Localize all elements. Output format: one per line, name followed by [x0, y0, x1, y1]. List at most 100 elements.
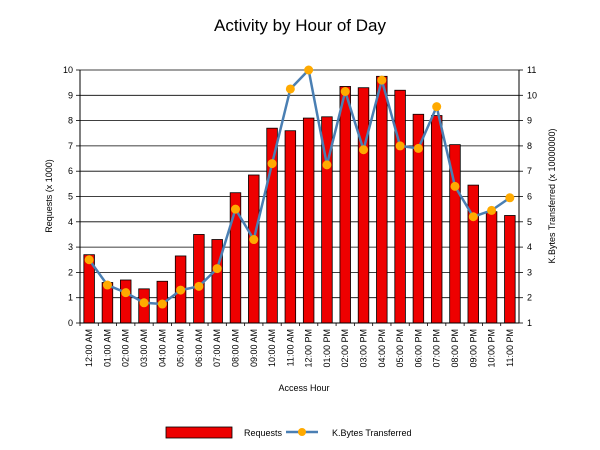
x-tick-label: 10:00 PM [487, 329, 497, 368]
x-tick-label: 07:00 AM [212, 329, 222, 367]
line-kbytes [88, 67, 511, 306]
y-axis-label-right: K.Bytes Transferred (x 10000000) [547, 128, 557, 263]
point-kbytes [230, 204, 240, 214]
left-tick-label: 2 [68, 267, 73, 277]
x-tick-label: 08:00 PM [450, 329, 460, 368]
bar-requests [248, 174, 260, 324]
x-tick-label: 12:00 AM [84, 329, 94, 367]
right-tick-label: 11 [527, 65, 536, 75]
chart-title: Activity by Hour of Day [214, 16, 386, 35]
left-tick-label: 6 [68, 166, 73, 176]
x-tick-label: 10:00 AM [267, 329, 277, 367]
right-tick-label: 2 [527, 293, 532, 303]
point-kbytes [121, 288, 131, 298]
tick-labels: 0 1 2 3 4 5 6 7 8 9 10 1 2 3 4 5 6 7 8 9 10 11 12:00 AM 01:00 A… [63, 65, 537, 368]
right-tick-label: 5 [527, 217, 532, 227]
y-axis-label-left: Requests (x 1000) [44, 159, 54, 233]
bar-series [83, 75, 516, 324]
bar-requests [339, 86, 351, 324]
left-tick-label: 5 [68, 192, 73, 202]
point-kbytes [413, 143, 423, 153]
point-kbytes [267, 159, 277, 169]
left-tick-label: 4 [68, 217, 73, 227]
point-kbytes [450, 181, 460, 191]
legend-requests-label: Requests [244, 428, 283, 438]
right-tick-label: 8 [527, 141, 532, 151]
legend-kbytes-marker [298, 428, 306, 436]
bar-requests [266, 127, 278, 324]
left-tick-label: 10 [63, 65, 73, 75]
bar-requests [357, 87, 370, 324]
x-tick-label: 09:00 AM [249, 329, 259, 367]
x-tick-label: 02:00 AM [121, 329, 131, 367]
bar-requests [485, 211, 498, 324]
bar-requests [284, 130, 297, 324]
point-kbytes [377, 75, 387, 85]
left-tick-label: 8 [68, 116, 73, 126]
bar-requests [120, 279, 132, 324]
x-tick-label: 01:00 PM [322, 329, 332, 368]
point-kbytes [468, 212, 478, 222]
legend-requests-swatch [165, 426, 233, 439]
x-tick-label: 07:00 PM [432, 329, 442, 368]
bar-requests [467, 184, 479, 324]
x-tick-label: 11:00 AM [285, 329, 295, 366]
point-kbytes [304, 65, 314, 75]
x-tick-label: 03:00 PM [359, 329, 369, 368]
point-kbytes [395, 141, 405, 151]
bar-requests [211, 239, 223, 324]
legend: Requests K.Bytes Transferred [165, 426, 412, 439]
x-tick-label: 09:00 PM [468, 329, 478, 368]
point-kbytes [139, 298, 149, 308]
x-tick-label: 05:00 AM [176, 329, 186, 367]
point-kbytes [487, 205, 497, 215]
point-kbytes [285, 84, 295, 94]
left-tick-label: 1 [68, 293, 73, 303]
axes [76, 69, 523, 326]
x-tick-label: 06:00 PM [413, 329, 423, 368]
bar-requests [394, 89, 406, 324]
right-tick-label: 7 [527, 166, 532, 176]
point-kbytes [176, 285, 186, 295]
right-tick-label: 10 [527, 90, 537, 100]
x-tick-label: 04:00 PM [377, 329, 387, 368]
point-kbytes [340, 87, 350, 97]
x-tick-label: 12:00 PM [304, 329, 314, 368]
bar-requests [302, 117, 315, 324]
bar-requests [193, 234, 205, 324]
bar-requests [504, 215, 516, 324]
x-axis-label: Access Hour [278, 383, 329, 393]
left-tick-label: 3 [68, 242, 73, 252]
point-kbytes [249, 235, 259, 245]
point-kbytes [84, 255, 94, 265]
point-kbytes [505, 193, 515, 203]
x-tick-label: 01:00 AM [102, 329, 112, 367]
bar-requests [430, 115, 443, 324]
right-tick-label: 6 [527, 192, 532, 202]
x-tick-label: 04:00 AM [157, 329, 167, 367]
point-kbytes [359, 145, 369, 155]
x-tick-label: 03:00 AM [139, 329, 149, 367]
left-tick-label: 7 [68, 141, 73, 151]
line-series [84, 65, 515, 309]
x-tick-label: 05:00 PM [395, 329, 405, 368]
point-kbytes [157, 299, 167, 309]
x-tick-label: 08:00 AM [230, 329, 240, 367]
point-kbytes [212, 264, 222, 274]
left-tick-label: 9 [68, 90, 73, 100]
bar-requests [376, 75, 388, 324]
right-tick-label: 1 [527, 318, 532, 328]
legend-kbytes-label: K.Bytes Transferred [332, 428, 412, 438]
point-kbytes [102, 280, 112, 290]
point-kbytes [322, 160, 332, 170]
right-tick-label: 9 [527, 116, 532, 126]
x-tick-label: 06:00 AM [194, 329, 204, 367]
x-tick-label: 02:00 PM [340, 329, 350, 368]
left-tick-label: 0 [68, 318, 73, 328]
point-kbytes [432, 102, 442, 112]
right-tick-label: 4 [527, 242, 532, 252]
right-tick-label: 3 [527, 267, 532, 277]
point-kbytes [194, 281, 204, 291]
x-tick-label: 11:00 PM [505, 329, 515, 367]
